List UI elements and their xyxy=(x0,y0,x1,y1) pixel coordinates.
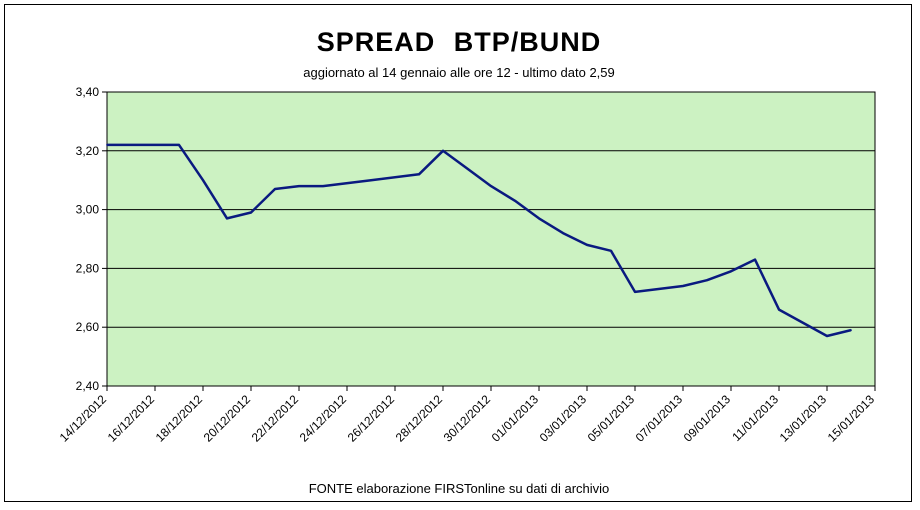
x-tick-label: 14/12/2012 xyxy=(57,392,110,445)
data-point xyxy=(634,291,636,293)
x-tick-label: 01/01/2013 xyxy=(489,392,542,445)
data-point xyxy=(418,173,420,176)
data-point xyxy=(586,243,588,246)
y-tick-label: 3,20 xyxy=(76,144,100,158)
chart-frame: SPREAD BTP/BUND aggiornato al 14 gennaio… xyxy=(4,4,912,502)
data-point xyxy=(562,232,564,235)
y-tick-label: 3,40 xyxy=(76,85,100,99)
x-tick-label: 11/01/2013 xyxy=(729,392,781,444)
data-point xyxy=(106,144,108,146)
x-tick-label: 09/01/2013 xyxy=(681,392,734,445)
data-point xyxy=(850,329,852,332)
x-tick-label: 30/12/2012 xyxy=(441,392,494,445)
x-tick-label: 16/12/2012 xyxy=(105,392,158,445)
data-point xyxy=(274,188,276,190)
data-point xyxy=(202,179,204,182)
data-point xyxy=(442,149,444,152)
data-point xyxy=(226,217,228,220)
y-tick-label: 3,00 xyxy=(76,203,100,217)
chart-subtitle: aggiornato al 14 gennaio alle ore 12 - u… xyxy=(303,65,615,80)
y-tick-label: 2,60 xyxy=(76,320,100,334)
data-point xyxy=(178,144,180,146)
chart-plot: 2,40 2,60 2,80 3,00 3,20 3,40 14/12/201216/12/… xyxy=(57,85,878,445)
chart-source: FONTE elaborazione FIRSTonline su dati d… xyxy=(308,481,610,496)
data-point xyxy=(490,185,492,187)
x-tick-label: 07/01/2013 xyxy=(633,392,686,445)
data-point xyxy=(322,185,324,187)
data-point xyxy=(370,179,372,182)
x-tick-label: 26/12/2012 xyxy=(345,392,398,445)
x-tick-label: 05/01/2013 xyxy=(585,392,638,445)
data-point xyxy=(730,270,732,273)
data-point xyxy=(706,279,708,282)
data-point xyxy=(514,199,516,202)
x-tick-label: 28/12/2012 xyxy=(393,392,446,445)
data-point xyxy=(538,217,540,220)
x-tick-label: 22/12/2012 xyxy=(249,392,302,445)
chart-title: SPREAD BTP/BUND xyxy=(316,27,602,57)
x-tick-label: 20/12/2012 xyxy=(201,392,254,445)
data-point xyxy=(466,167,468,170)
series-line xyxy=(107,143,852,338)
x-tick-label: 24/12/2012 xyxy=(297,392,350,445)
x-tick-label: 03/01/2013 xyxy=(537,392,590,445)
y-tick-label: 2,40 xyxy=(76,379,100,393)
x-tick-label: 13/01/2013 xyxy=(777,392,830,445)
y-tick-label: 2,80 xyxy=(76,261,100,275)
data-point xyxy=(826,335,828,337)
data-point xyxy=(250,211,252,214)
x-tick-label: 18/12/2012 xyxy=(153,392,206,445)
data-point xyxy=(754,258,756,261)
data-point xyxy=(298,185,300,187)
plot-area xyxy=(106,91,876,387)
data-point xyxy=(610,249,612,252)
x-tick-label: 15/01/2013 xyxy=(825,392,878,445)
data-point xyxy=(682,285,684,287)
data-point xyxy=(778,308,780,311)
